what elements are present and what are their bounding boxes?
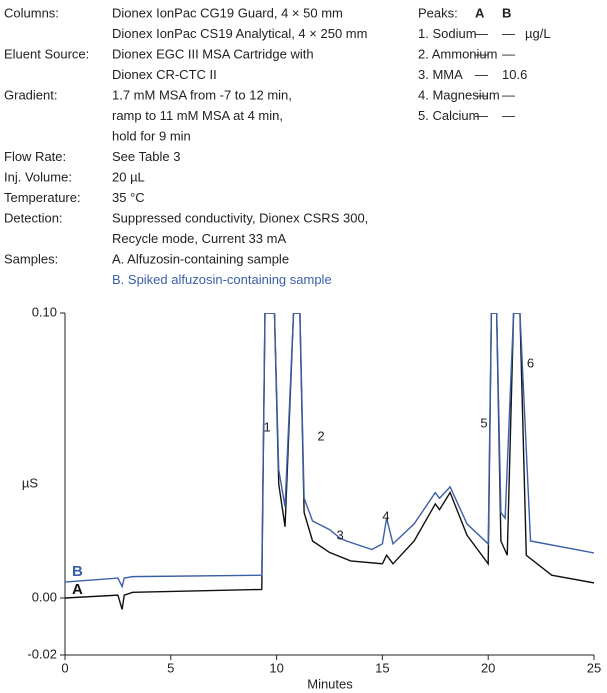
x-tick-label: 15	[375, 660, 389, 675]
peaks-header: Peaks:	[418, 5, 458, 20]
peaks-cell: —	[502, 26, 515, 41]
series-line	[65, 313, 594, 589]
condition-value: Dionex IonPac CG19 Guard, 4 × 50 mm	[112, 5, 343, 20]
peaks-cell: 10.6	[502, 67, 527, 82]
peaks-cell: 3. MMA	[418, 67, 463, 82]
y-axis-label: µS	[22, 475, 38, 490]
peaks-cell: —	[475, 46, 488, 61]
condition-label: Detection:	[4, 210, 63, 225]
peaks-header: A	[475, 5, 485, 20]
peaks-cell: —	[502, 87, 515, 102]
condition-label: Gradient:	[4, 87, 57, 102]
x-tick-label: 5	[167, 660, 174, 675]
peaks-cell: 2. Ammonium	[418, 46, 497, 61]
condition-value: A. Alfuzosin-containing sample	[112, 251, 289, 266]
condition-value: Dionex IonPac CS19 Analytical, 4 × 250 m…	[112, 26, 367, 41]
condition-value: hold for 9 min	[112, 128, 191, 143]
peaks-cell: —	[502, 108, 515, 123]
condition-value: Dionex EGC III MSA Cartridge with	[112, 46, 314, 61]
peak-annotation: 6	[527, 356, 534, 371]
condition-value: 35 °C	[112, 190, 145, 205]
condition-value: B. Spiked alfuzosin-containing sample	[112, 272, 332, 287]
x-tick-label: 0	[61, 660, 68, 675]
series-line	[65, 313, 594, 610]
peaks-cell: µg/L	[525, 26, 551, 41]
condition-label: Temperature:	[4, 190, 81, 205]
peak-annotation: 3	[336, 527, 343, 542]
peaks-cell: —	[502, 46, 515, 61]
peaks-cell: 1. Sodium	[418, 26, 477, 41]
peak-annotation: 1	[263, 420, 270, 435]
peaks-table: Peaks: A B1. Sodium— — µg/L2. Ammonium— —3. M…	[418, 5, 551, 123]
peaks-cell: 4. Magnesium	[418, 87, 500, 102]
condition-label: Columns:	[4, 5, 59, 20]
condition-value: Dionex CR-CTC II	[112, 67, 217, 82]
peak-annotation: 4	[382, 508, 389, 523]
x-tick-label: 20	[481, 660, 495, 675]
condition-value: 20 µL	[112, 169, 145, 184]
peaks-header: B	[502, 5, 511, 20]
peaks-cell: 5. Calcium	[418, 108, 479, 123]
condition-label: Inj. Volume:	[4, 169, 72, 184]
condition-value: See Table 3	[112, 149, 180, 164]
y-tick-label: 0.00	[32, 589, 57, 604]
y-tick-label: -0.02	[27, 646, 57, 661]
condition-value: Recycle mode, Current 33 mA	[112, 231, 286, 246]
series-label: B	[72, 563, 83, 580]
peaks-cell: —	[475, 108, 488, 123]
series-label: A	[72, 581, 83, 598]
peaks-cell: —	[475, 67, 488, 82]
chart: µS Minutes -0.02 0.00 0.10 0 5 10 15 20 25 AB 1 2 3 4…	[22, 304, 601, 691]
x-axis-label: Minutes	[307, 676, 353, 691]
x-tick-label: 25	[587, 660, 601, 675]
peaks-cell: —	[475, 87, 488, 102]
condition-value: ramp to 11 mM MSA at 4 min,	[112, 108, 283, 123]
condition-label: Flow Rate:	[4, 149, 66, 164]
condition-value: Suppressed conductivity, Dionex CSRS 300…	[112, 210, 368, 225]
y-tick-label: 0.10	[32, 304, 57, 319]
condition-label: Samples:	[4, 251, 58, 266]
condition-label: Eluent Source:	[4, 46, 89, 61]
peaks-cell: —	[475, 26, 488, 41]
conditions: Columns: Dionex IonPac CG19 Guard, 4 × 50…	[4, 5, 368, 287]
peak-annotation: 5	[480, 416, 487, 431]
condition-value: 1.7 mM MSA from -7 to 12 min,	[112, 87, 292, 102]
peak-annotation: 2	[317, 428, 324, 443]
x-tick-label: 10	[269, 660, 283, 675]
